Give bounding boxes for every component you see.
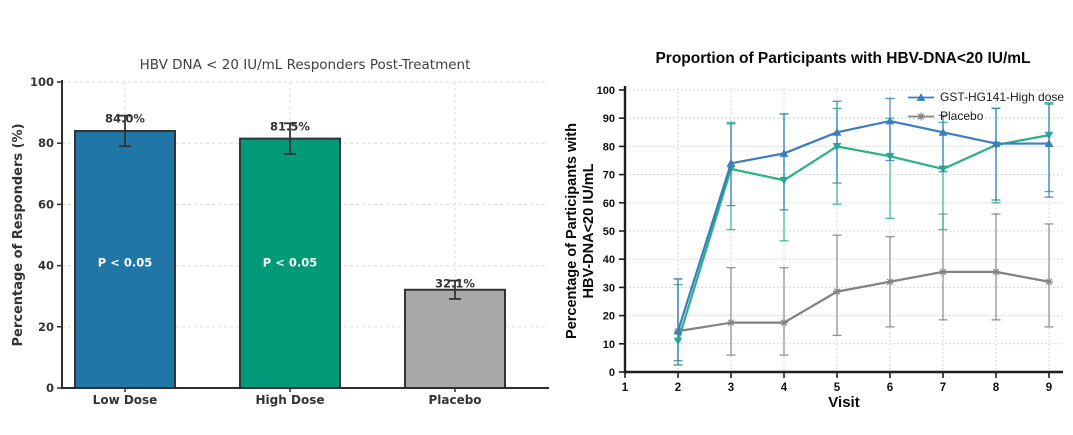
- y-axis-label: Percentage of Participants withHBV-DNA<2…: [564, 123, 597, 339]
- y-tick-label: 70: [603, 170, 615, 182]
- y-tick-label: 100: [30, 75, 54, 89]
- marker-star: [727, 318, 735, 327]
- y-tick-label: 80: [603, 141, 615, 153]
- y-tick-label: 60: [38, 197, 54, 211]
- line-chart-figure: 0 10 20 30 40 50 60 70 80 90 100 1 2 3 4 5 6 7 8 9 Proportio…: [560, 0, 1073, 435]
- marker-triangle-up: [938, 127, 948, 136]
- legend-label: Placebo: [940, 109, 984, 123]
- legend-label: GST-HG141-High dose: [940, 90, 1064, 104]
- x-tick-label: 4: [781, 382, 788, 394]
- marker-triangle-up: [779, 149, 789, 157]
- x-tick-label: 2: [675, 382, 681, 394]
- p-value-label: P < 0.05: [263, 256, 317, 270]
- marker-star: [1045, 277, 1053, 286]
- bar-value-label: 84.0%: [105, 112, 145, 126]
- series-line: [676, 119, 1049, 332]
- marker-star: [939, 267, 947, 276]
- series-gst-hg141-high-dose: [673, 97, 1054, 362]
- bar-value-label: 81.5%: [270, 119, 310, 133]
- x-tick-label: Low Dose: [93, 393, 158, 407]
- x-tick-label: Placebo: [428, 393, 481, 407]
- marker-triangle-up: [726, 158, 736, 167]
- marker-star: [833, 287, 841, 296]
- y-tick-label: 20: [603, 311, 615, 323]
- bar-value-label: 32.1%: [435, 277, 475, 291]
- marker-triangle-up: [1044, 139, 1054, 147]
- x-tick-label: 7: [940, 382, 946, 394]
- marker-star: [886, 277, 894, 286]
- marker-triangle-up: [991, 139, 1001, 147]
- series-line: [676, 134, 1050, 342]
- line-chart: 0 10 20 30 40 50 60 70 80 90 100 1 2 3 4 5 6 7 8 9 Proportio…: [564, 50, 1064, 411]
- bar-high-dose: [239, 137, 341, 389]
- y-tick-label: 90: [603, 113, 615, 125]
- marker-star: [992, 267, 1000, 276]
- bar-chart-figure: 84.0% P < 0.05 Low Dose 81.5% P < 0.05 High D…: [11, 57, 549, 407]
- y-tick-label: 10: [603, 339, 615, 351]
- marker-star: [917, 112, 925, 121]
- y-tick-label: 30: [603, 282, 615, 294]
- y-tick-label: 0: [609, 367, 615, 379]
- x-tick-label: 9: [1046, 382, 1052, 394]
- series-line: [677, 270, 1050, 333]
- x-axis-label: Visit: [828, 394, 859, 411]
- x-tick-label: 8: [993, 382, 1000, 394]
- y-tick-label: 0: [46, 381, 54, 395]
- marker-star: [780, 318, 788, 327]
- chart-title: Proportion of Participants with HBV-DNA<…: [655, 50, 1030, 67]
- x-tick-label: 1: [622, 382, 629, 394]
- marker-triangle-up: [916, 93, 926, 101]
- p-value-label: P < 0.05: [98, 256, 152, 270]
- marker-triangle-up: [832, 127, 842, 136]
- bar-chart: 84.0% P < 0.05 Low Dose 81.5% P < 0.05 High D…: [11, 57, 549, 407]
- x-tick-label: 6: [887, 382, 893, 394]
- y-tick-label: 40: [603, 254, 615, 266]
- y-tick-label: 50: [603, 226, 615, 238]
- y-tick-label: 100: [597, 85, 615, 97]
- marker-triangle-up: [885, 116, 895, 125]
- x-tick-label: High Dose: [256, 393, 325, 407]
- bar-placebo: [404, 288, 506, 389]
- legend: GST-HG141-High dose Placebo: [908, 90, 1064, 123]
- y-tick-label: 20: [38, 320, 54, 334]
- x-tick-label: 5: [834, 382, 841, 394]
- y-tick-label: 80: [38, 136, 54, 150]
- chart-title: HBV DNA < 20 IU/mL Responders Post-Treat…: [140, 57, 471, 73]
- y-tick-label: 60: [603, 198, 615, 210]
- y-axis-label: Percentage of Responders (%): [11, 123, 26, 346]
- x-tick-label: 3: [728, 382, 734, 394]
- marker-triangle-up: [673, 326, 683, 335]
- y-tick-label: 40: [38, 259, 54, 273]
